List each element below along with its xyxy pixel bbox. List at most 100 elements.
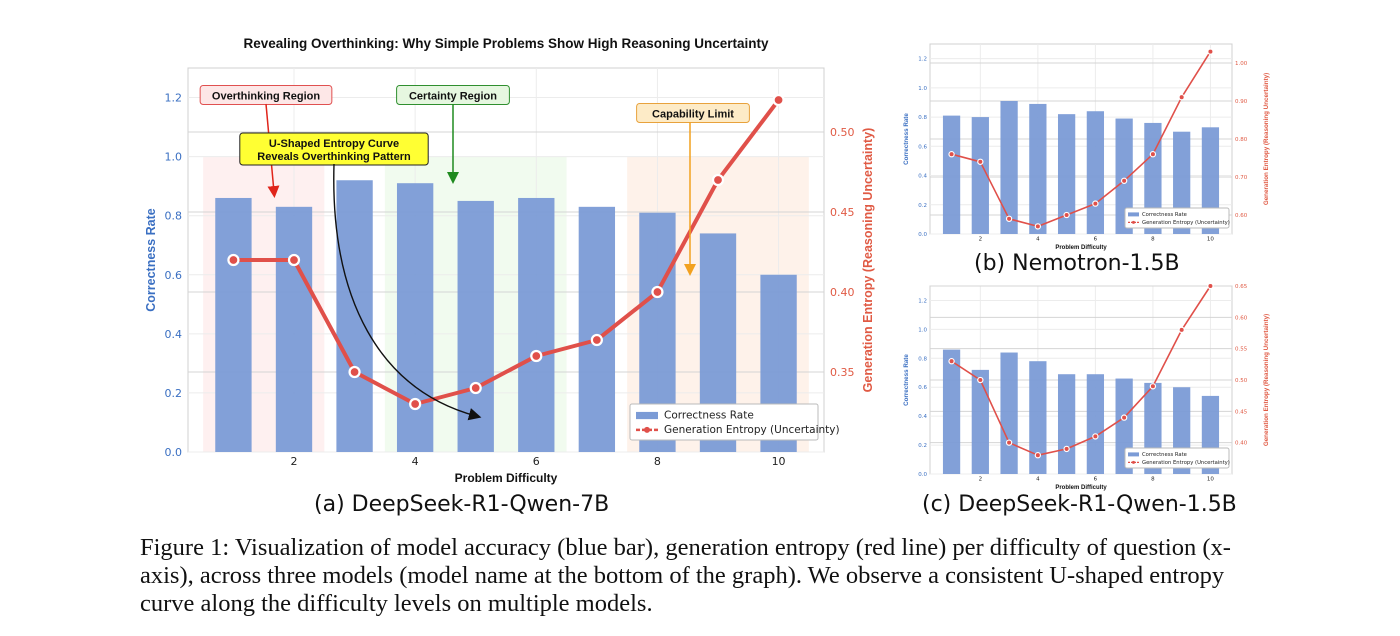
panel-c-entropy-point-6 (1092, 433, 1099, 440)
panel-c-entropy-point-10 (1207, 282, 1214, 290)
panel-a-bar-1 (215, 197, 252, 452)
panel-b-bar-5 (1057, 114, 1076, 234)
annotation-certainty-text: Certainty Region (409, 91, 497, 103)
panel-b-bar-7 (1115, 118, 1133, 234)
panel-c-entropy-point-1 (948, 358, 955, 365)
panel-a-ytick-label: 0.4 (165, 328, 183, 341)
panel-a-entropy-point-5 (469, 381, 482, 395)
panel-b-y2tick-label: 0.80 (1235, 137, 1248, 143)
panel-a-xtick-label: 10 (772, 455, 786, 468)
panel-b-ytick-label: 0.2 (918, 203, 927, 209)
panel-b-bar-8 (1144, 122, 1162, 234)
panel-c-bar-3 (1000, 352, 1018, 474)
panel-a-y2tick-label: 0.45 (830, 206, 855, 219)
panel-c-x-axis-label: Problem Difficulty (1055, 485, 1107, 491)
panel-b-y2tick-label: 0.90 (1235, 99, 1248, 105)
panel-c-legend-bar-label: Correctness Rate (1142, 452, 1187, 458)
panel-b-bar-10 (1201, 127, 1220, 234)
panel-c-ytick-label: 0.4 (918, 414, 927, 420)
panel-b-ytick-label: 1.0 (918, 86, 927, 92)
panel-c-entropy-point-7 (1120, 414, 1128, 421)
panel-c-legend-line-marker (1132, 460, 1135, 464)
panel-a-bar-5 (457, 200, 494, 452)
panel-a-legend-bar-swatch (636, 411, 658, 420)
panel-a-xtick-label: 8 (654, 455, 661, 468)
panel-b-entropy-point-4 (1034, 223, 1042, 230)
panel-b-bar-2 (971, 117, 989, 234)
panel-b-xtick-label: 6 (1094, 237, 1098, 243)
panel-a-y2tick-label: 0.35 (830, 366, 855, 379)
panel-c-xtick-label: 10 (1207, 477, 1214, 483)
annotation-capability-box (636, 103, 750, 123)
panel-a-entropy-point-7 (590, 333, 603, 347)
panel-c-xtick-label: 6 (1094, 477, 1098, 483)
panel-b-ytick-label: 0.4 (918, 174, 927, 180)
panel-a-y2tick-label: 0.40 (830, 286, 855, 299)
panel-b-entropy-point-10 (1207, 48, 1214, 55)
panel-a-entropy-point-1 (227, 253, 240, 267)
panel-b-entropy-point-5 (1063, 211, 1070, 219)
chart-panel-a: 0.0 0.2 0.4 0.6 0.8 1.0 1.2 0.35 0.40 0.45 0.50 2 4 6… (144, 36, 875, 485)
panel-a-entropy-point-10 (772, 93, 785, 107)
panel-b-entropy-point-8 (1149, 151, 1157, 158)
panel-b-entropy-point-9 (1178, 94, 1185, 101)
panel-a-legend-box (629, 403, 819, 441)
panel-c-entropy-point-8 (1149, 383, 1157, 390)
panel-c-entropy-point-9 (1178, 326, 1185, 334)
panel-c-bar-2 (971, 369, 989, 474)
panel-a-ytick-label: 0.6 (165, 269, 183, 282)
panel-c-bar-4 (1029, 361, 1047, 474)
panel-c-bar-5 (1057, 374, 1076, 474)
panel-a-chart-title: Revealing Overthinking: Why Simple Probl… (243, 36, 769, 51)
figure-caption-text: Figure 1: Visualization of model accurac… (140, 534, 1231, 617)
panel-c-y2tick-label: 0.50 (1235, 378, 1248, 384)
panel-a-bar-4 (396, 183, 434, 452)
annotation-u-shaped-text: Reveals Overthinking Pattern (257, 151, 411, 163)
panel-b-entropy-point-2 (977, 158, 984, 165)
figure: 0.0 0.2 0.4 0.6 0.8 1.0 1.2 0.35 0.40 0.45 0.50 2 4 6… (144, 36, 1270, 491)
panel-c-y2tick-label: 0.40 (1235, 441, 1248, 447)
panel-a-y2tick-label: 0.50 (830, 126, 855, 139)
panel-a-y2-axis-label: Generation Entropy (Reasoning Uncertaint… (861, 128, 875, 393)
panel-b-caption: (b) Nemotron-1.5B (974, 251, 1180, 276)
panel-a-entropy-point-3 (348, 365, 361, 379)
panel-a-caption: (a) DeepSeek-R1-Qwen-7B (314, 492, 610, 517)
panel-c-y2tick-label: 0.45 (1235, 409, 1248, 415)
panel-c-y-axis-label: Correctness Rate (903, 354, 910, 406)
panel-b-x-axis-label: Problem Difficulty (1055, 245, 1107, 251)
panel-a-bar-2 (275, 206, 313, 452)
panel-a-entropy-point-8 (651, 285, 664, 299)
panel-b-entropy-point-6 (1092, 200, 1099, 207)
panel-c-xtick-label: 4 (1036, 477, 1040, 483)
panel-b-bar-6 (1086, 111, 1105, 234)
panel-b-legend-bar-label: Correctness Rate (1142, 212, 1187, 218)
panel-c-legend-line-label: Generation Entropy (Uncertainty) (1142, 460, 1230, 466)
panel-c-ytick-label: 0.6 (918, 385, 927, 391)
panel-b-y2tick-label: 1.00 (1235, 61, 1248, 67)
panel-a-xtick-label: 2 (291, 455, 298, 468)
chart-panel-b: 0.0 0.2 0.4 0.6 0.8 1.0 1.2 0.60 0.70 0.80 0.90 1.0… (903, 43, 1270, 251)
panel-a-x-axis-label: Problem Difficulty (455, 471, 558, 485)
panel-a-ytick-label: 1.2 (165, 92, 183, 105)
panel-c-y2tick-label: 0.60 (1235, 315, 1248, 321)
panel-b-entropy-point-3 (1005, 215, 1013, 222)
panel-c-ytick-label: 0.2 (918, 443, 927, 449)
panel-b-y2-axis-label: Generation Entropy (Reasoning Uncertaint… (1263, 73, 1270, 205)
panel-b-ytick-label: 0.8 (918, 115, 927, 121)
panel-a-xtick-label: 6 (533, 455, 540, 468)
panel-c-ytick-label: 0.0 (918, 472, 927, 478)
panel-c-entropy-point-2 (977, 376, 984, 384)
panel-b-y2tick-label: 0.60 (1235, 213, 1248, 219)
panel-b-entropy-point-7 (1120, 177, 1128, 184)
panel-c-legend-box (1124, 447, 1230, 469)
panel-a-ytick-label: 1.0 (165, 151, 183, 164)
panel-b-y-axis-label: Correctness Rate (903, 113, 910, 165)
panel-a-entropy-point-9 (711, 173, 725, 187)
figure-caption: Figure 1: Visualization of model accurac… (140, 534, 1260, 618)
panel-c-entropy-point-5 (1063, 445, 1070, 453)
panel-b-legend-bar-swatch (1128, 212, 1139, 217)
panel-a-xtick-label: 4 (412, 455, 419, 468)
panel-a-entropy-point-6 (530, 349, 543, 363)
panel-b-ytick-label: 0.6 (918, 144, 927, 150)
panel-c-y2tick-label: 0.65 (1235, 284, 1248, 290)
